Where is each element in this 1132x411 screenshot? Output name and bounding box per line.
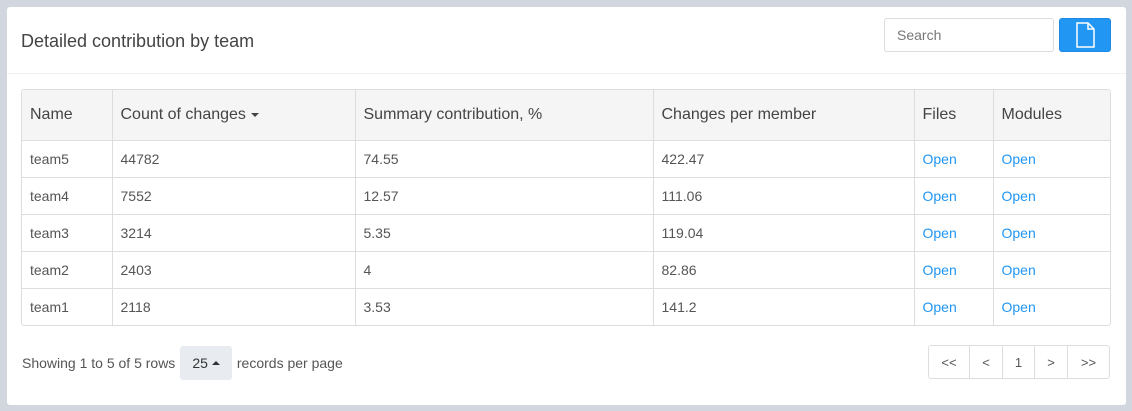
previous-page-button[interactable]: < <box>970 346 1003 378</box>
modules-open-link[interactable]: Open <box>1001 224 1036 241</box>
cell-changes-per-member: 119.04 <box>653 214 915 252</box>
page-1-button[interactable]: 1 <box>1003 346 1035 378</box>
files-open-link[interactable]: Open <box>922 261 957 278</box>
cell-count: 7552 <box>112 177 356 215</box>
cell-changes-per-member: 422.47 <box>653 140 915 178</box>
records-per-page-label: records per page <box>236 355 343 371</box>
cell-files: Open <box>914 251 994 289</box>
cell-modules: Open <box>993 214 1110 252</box>
modules-open-link[interactable]: Open <box>1001 298 1036 315</box>
caret-up-icon <box>211 361 220 365</box>
file-icon <box>1076 22 1095 48</box>
cell-summary: 4 <box>355 251 654 289</box>
cell-files: Open <box>914 214 994 252</box>
sort-desc-icon <box>250 112 259 117</box>
table-row: team2 2403 4 82.86 Open Open <box>22 251 1110 289</box>
page-size-value: 25 <box>192 355 208 371</box>
column-header-summary[interactable]: Summary contribution, % <box>355 90 654 141</box>
table-row: team4 7552 12.57 111.06 Open Open <box>22 177 1110 215</box>
files-open-link[interactable]: Open <box>922 224 957 241</box>
column-header-modules[interactable]: Modules <box>993 90 1110 141</box>
first-page-button[interactable]: << <box>929 346 970 378</box>
modules-open-link[interactable]: Open <box>1001 261 1036 278</box>
contribution-panel: Detailed contribution by team Name Count… <box>7 7 1126 405</box>
cell-files: Open <box>914 288 994 325</box>
column-header-files[interactable]: Files <box>914 90 994 141</box>
files-open-link[interactable]: Open <box>922 187 957 204</box>
column-header-changes-per-member[interactable]: Changes per member <box>653 90 915 141</box>
panel-title: Detailed contribution by team <box>21 31 255 51</box>
export-button[interactable] <box>1059 18 1111 52</box>
cell-changes-per-member: 111.06 <box>653 177 915 215</box>
showing-rows-text: Showing 1 to 5 of 5 rows <box>22 355 176 371</box>
column-header-name[interactable]: Name <box>22 90 113 141</box>
files-open-link[interactable]: Open <box>922 298 957 315</box>
cell-modules: Open <box>993 251 1110 289</box>
modules-open-link[interactable]: Open <box>1001 150 1036 167</box>
table-header-row: Name Count of changes Summary contributi… <box>22 90 1110 141</box>
contribution-table: Name Count of changes Summary contributi… <box>21 89 1111 326</box>
search-input[interactable] <box>884 18 1054 52</box>
next-page-button[interactable]: > <box>1035 346 1068 378</box>
cell-count: 44782 <box>112 140 356 178</box>
cell-name: team5 <box>22 140 113 178</box>
pagination-info: Showing 1 to 5 of 5 rows 25 records per … <box>22 346 343 380</box>
modules-open-link[interactable]: Open <box>1001 187 1036 204</box>
table-row: team3 3214 5.35 119.04 Open Open <box>22 214 1110 252</box>
cell-count: 2118 <box>112 288 356 325</box>
cell-name: team4 <box>22 177 113 215</box>
cell-summary: 5.35 <box>355 214 654 252</box>
cell-files: Open <box>914 140 994 178</box>
cell-summary: 74.55 <box>355 140 654 178</box>
cell-modules: Open <box>993 140 1110 178</box>
cell-summary: 12.57 <box>355 177 654 215</box>
cell-count: 3214 <box>112 214 356 252</box>
cell-changes-per-member: 82.86 <box>653 251 915 289</box>
cell-name: team1 <box>22 288 113 325</box>
cell-name: team2 <box>22 251 113 289</box>
last-page-button[interactable]: >> <box>1068 346 1109 378</box>
page-size-dropdown[interactable]: 25 <box>180 346 232 380</box>
files-open-link[interactable]: Open <box>922 150 957 167</box>
column-header-count[interactable]: Count of changes <box>112 90 356 141</box>
table-row: team5 44782 74.55 422.47 Open Open <box>22 140 1110 178</box>
pagination: << < 1 > >> <box>928 345 1110 379</box>
cell-count: 2403 <box>112 251 356 289</box>
cell-modules: Open <box>993 288 1110 325</box>
panel-header: Detailed contribution by team <box>7 7 1126 74</box>
table-row: team1 2118 3.53 141.2 Open Open <box>22 288 1110 325</box>
cell-changes-per-member: 141.2 <box>653 288 915 325</box>
cell-modules: Open <box>993 177 1110 215</box>
cell-summary: 3.53 <box>355 288 654 325</box>
cell-files: Open <box>914 177 994 215</box>
cell-name: team3 <box>22 214 113 252</box>
